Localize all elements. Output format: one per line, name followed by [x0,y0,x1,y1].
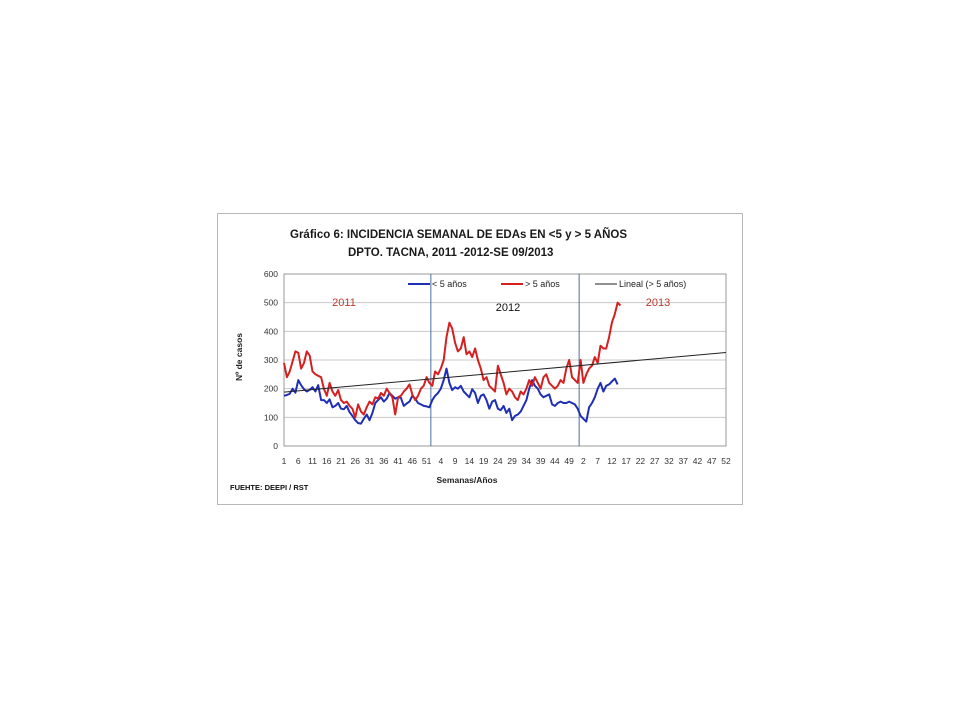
x-tick-label-11: 4 [438,456,443,466]
y-tick-label-400: 400 [264,326,278,336]
y-tick-label-600: 600 [264,269,278,279]
chart-svg: Gráfico 6: INCIDENCIA SEMANAL DE EDAs EN… [230,228,731,492]
x-tick-label-4: 21 [336,456,346,466]
x-tick-label-23: 12 [607,456,617,466]
x-tick-label-20: 49 [564,456,574,466]
x-tick-label-13: 14 [465,456,475,466]
x-axis-label: Semanas/Años [437,475,498,485]
x-tick-label-15: 24 [493,456,503,466]
plot-area-border [283,273,727,447]
chart-title-line1: Gráfico 6: INCIDENCIA SEMANAL DE EDAs EN… [290,228,627,241]
series-layer [283,301,727,425]
x-tick-label-12: 9 [453,456,458,466]
x-tick-label-9: 46 [408,456,418,466]
year-label-2011: 2011 [332,297,356,309]
legend-label-under5: < 5 años [432,279,467,289]
x-tick-label-31: 52 [721,456,731,466]
y-tick-label-0: 0 [273,441,278,451]
x-tick-label-22: 7 [595,456,600,466]
y-tick-labels: 0 100 200 300 400 500 600 [264,269,278,451]
x-tick-label-1: 6 [296,456,301,466]
legend: < 5 años > 5 años Lineal (> 5 años) [408,279,686,289]
legend-label-over5: > 5 años [525,279,560,289]
x-tick-label-2: 11 [308,456,317,466]
chart-title-line2: DPTO. TACNA, 2011 -2012-SE 09/2013 [348,247,553,259]
x-tick-label-26: 27 [650,456,660,466]
x-tick-label-28: 37 [678,456,688,466]
y-tick-label-100: 100 [264,412,278,422]
x-tick-label-29: 42 [693,456,703,466]
y-axis-label: Nº de casos [234,333,244,381]
y-tick-label-200: 200 [264,384,278,394]
legend-label-trend: Lineal (> 5 años) [619,279,686,289]
year-separators [430,274,580,446]
source-note: FUEHTE: DEEPI / RST [230,483,309,492]
chart-frame: Gráfico 6: INCIDENCIA SEMANAL DE EDAs EN… [217,213,743,505]
y-tick-label-300: 300 [264,355,278,365]
x-tick-label-27: 32 [664,456,674,466]
x-tick-labels: 1 6 11 16 21 26 31 36 41 46 51 4 9 14 19 24 29 34 39 44 49 2 7… [282,456,731,466]
year-label-2013: 2013 [646,297,670,309]
x-tick-label-16: 29 [507,456,517,466]
x-tick-label-7: 36 [379,456,389,466]
x-tick-label-30: 47 [707,456,717,466]
y-tick-label-500: 500 [264,298,278,308]
x-tick-label-14: 19 [479,456,489,466]
x-tick-label-8: 41 [393,456,403,466]
series-line-1 [283,301,622,419]
x-tick-label-10: 51 [422,456,432,466]
series-line-0 [283,367,619,425]
x-tick-label-17: 34 [522,456,532,466]
year-labels: 2011 2012 2013 [332,297,670,314]
series-line-2 [283,352,727,393]
x-tick-label-19: 44 [550,456,560,466]
x-tick-label-0: 1 [282,456,287,466]
x-tick-label-24: 17 [621,456,631,466]
year-label-2012: 2012 [496,302,520,314]
x-tick-label-6: 31 [365,456,375,466]
x-tick-label-18: 39 [536,456,546,466]
x-tick-label-25: 22 [636,456,646,466]
x-tick-label-21: 2 [581,456,586,466]
x-tick-label-3: 16 [322,456,332,466]
x-tick-label-5: 26 [351,456,361,466]
